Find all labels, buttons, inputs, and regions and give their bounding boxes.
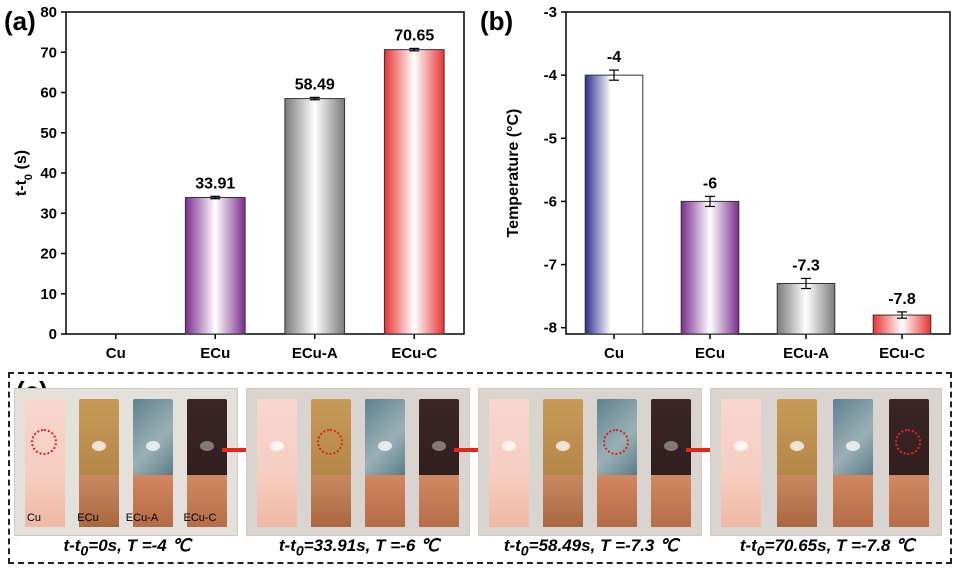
data-label: -6: [703, 175, 717, 192]
cu-strip: [489, 399, 529, 527]
bar: [680, 200, 740, 335]
ecu-a-strip: [833, 399, 873, 527]
chart-b: -8 -7 -6 -5 -4 -3 Temperature (°C) Cu -4 ECu -6 ECu…: [505, 4, 951, 362]
caption-4: t-t0=70.65s, T =-7.8 ℃: [739, 536, 915, 560]
photo-frame-1: [14, 388, 238, 536]
y-tick-label: 40: [40, 165, 57, 182]
droplet: [502, 441, 516, 451]
ecu-a-strip: [133, 399, 173, 527]
droplet: [270, 441, 284, 451]
y-tick-label: 70: [40, 44, 57, 61]
droplet: [432, 441, 446, 451]
droplet: [846, 441, 860, 451]
y-tick-label: 50: [40, 125, 57, 142]
droplet: [200, 441, 214, 451]
photo-panel: (c) Cu ECu ECu-A ECu-C t-t0=0s, T =-4 ℃ …: [8, 372, 952, 564]
cu-strip: [257, 399, 297, 527]
y-tick-label: 30: [40, 205, 57, 222]
droplet: [556, 441, 570, 451]
strip-label-ecu-c: ECu-C: [183, 512, 217, 524]
photo-frame-3: [478, 388, 702, 536]
photo-frame-2: [246, 388, 470, 536]
y-axis-label: Temperature (°C): [505, 109, 522, 238]
bar: [284, 98, 346, 335]
droplet: [734, 441, 748, 451]
y-tick-label: -8: [544, 320, 557, 337]
arrow-icon: [222, 443, 256, 457]
bar: [383, 49, 445, 335]
x-tick-label: ECu: [695, 345, 725, 362]
arrow-icon: [686, 443, 720, 457]
data-label: 70.65: [394, 27, 434, 44]
photo-frame-4: [710, 388, 942, 536]
chart-a: 0 10 20 30 40 50 60 70 80 t-t0 (s) Cu ECu 33.91 ECu-A…: [13, 4, 465, 362]
panel-label-b: (b): [480, 6, 513, 36]
data-label: -4: [607, 49, 621, 66]
x-tick-label: ECu-C: [391, 345, 437, 362]
y-axis-label: t-t0 (s): [13, 150, 35, 196]
ecu-c-strip: [419, 399, 459, 527]
y-tick-label: 0: [49, 326, 57, 343]
y-tick-label: -3: [544, 4, 557, 21]
data-label: 33.91: [195, 175, 235, 192]
x-tick-label: ECu: [200, 345, 230, 362]
ecu-c-strip: [889, 399, 929, 527]
ecu-c-strip: [651, 399, 691, 527]
ecu-a-strip: [365, 399, 405, 527]
x-tick-label: ECu-A: [783, 345, 829, 362]
y-tick-label: -6: [544, 193, 557, 210]
bar: [184, 197, 246, 335]
caption-3: t-t0=58.49s, T =-7.3 ℃: [503, 536, 679, 560]
y-tick-label: 80: [40, 4, 57, 21]
caption-2: t-t0=33.91s, T =-6 ℃: [278, 536, 440, 560]
y-tick-label: -7: [544, 257, 557, 274]
cu-strip: [721, 399, 761, 527]
y-tick-label: -5: [544, 130, 557, 147]
y-tick-label: 20: [40, 246, 57, 263]
bar: [776, 282, 836, 335]
x-tick-label: ECu-C: [879, 345, 925, 362]
y-tick-label: 60: [40, 85, 57, 102]
ecu-strip: [311, 399, 351, 527]
strip-label-cu: Cu: [26, 512, 42, 524]
ecu-strip: [79, 399, 119, 527]
droplet-highlight: [317, 429, 343, 455]
ecu-strip: [777, 399, 817, 527]
data-label: 58.49: [295, 76, 335, 93]
ecu-strip: [543, 399, 583, 527]
data-label: -7.8: [888, 291, 916, 308]
bar: [584, 74, 644, 335]
plot-frame: [565, 11, 951, 335]
droplet-highlight: [603, 429, 629, 455]
ecu-c-strip: [187, 399, 227, 527]
caption-1: t-t0=0s, T =-4 ℃: [63, 536, 191, 560]
panel-label-a: (a): [4, 6, 36, 36]
droplet: [790, 441, 804, 451]
droplet: [92, 441, 106, 451]
x-tick-label: ECu-A: [292, 345, 338, 362]
x-tick-label: Cu: [604, 345, 624, 362]
droplet: [378, 441, 392, 451]
arrow-icon: [454, 443, 488, 457]
strip-label-ecu-a: ECu-A: [125, 512, 159, 524]
droplet: [146, 441, 160, 451]
x-tick-label: Cu: [106, 345, 126, 362]
charts-area: (a) (b) 0 10 20 30 40 50 60 70 80 t-t0 (s) Cu ECu 33…: [4, 4, 951, 362]
droplet-highlight: [895, 429, 921, 455]
strip-label-ecu: ECu: [77, 512, 99, 524]
y-tick-label: 10: [40, 286, 57, 303]
y-tick-label: -4: [544, 67, 558, 84]
droplet-highlight: [31, 429, 57, 455]
ecu-a-strip: [597, 399, 637, 527]
droplet: [664, 441, 678, 451]
data-label: -7.3: [792, 257, 820, 274]
cu-strip: [25, 399, 65, 527]
